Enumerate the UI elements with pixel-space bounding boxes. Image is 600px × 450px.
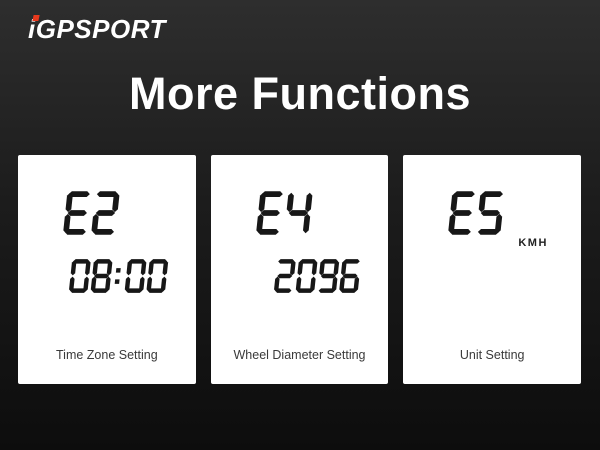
card-wheel-diameter-setting: Wheel Diameter Setting bbox=[210, 155, 389, 384]
lcd-value-display bbox=[273, 259, 362, 293]
lcd-value-display bbox=[68, 259, 169, 293]
logo-i-letter: i bbox=[28, 14, 36, 44]
lcd-code-display bbox=[447, 191, 506, 235]
card-unit-setting: KMH Unit Setting bbox=[403, 155, 582, 384]
igpsport-logo: i GPSPORT bbox=[28, 14, 166, 45]
cards-row: Time Zone Setting Wheel Diameter Setting… bbox=[18, 155, 582, 384]
logo-text: GPSPORT bbox=[35, 14, 166, 44]
card-time-zone-setting: Time Zone Setting bbox=[18, 155, 196, 384]
lcd-code-display bbox=[62, 191, 121, 235]
unit-label: KMH bbox=[518, 237, 548, 249]
card-caption: Unit Setting bbox=[459, 348, 525, 362]
card-caption: Wheel Diameter Setting bbox=[233, 348, 366, 362]
lcd-code-display bbox=[255, 191, 314, 235]
page-title: More Functions bbox=[129, 68, 471, 119]
card-caption: Time Zone Setting bbox=[56, 348, 158, 362]
